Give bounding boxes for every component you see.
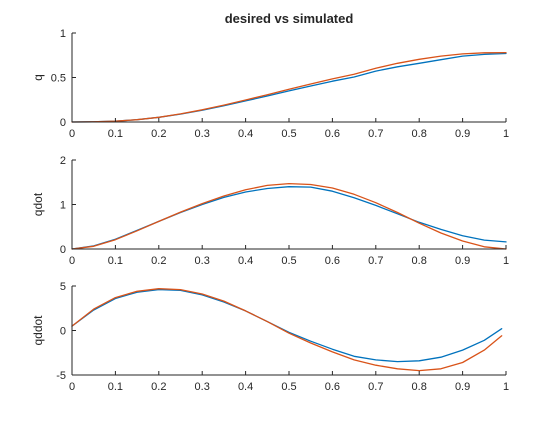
panel-2-x-tick-label: 0.3 bbox=[195, 255, 210, 267]
panel-1-x-tick-label: 0.2 bbox=[151, 128, 166, 140]
panel-2-x-tick-label: 0.9 bbox=[455, 255, 470, 267]
panel-3-series-2-line bbox=[71, 288, 503, 372]
panel-2-y-axis-label: qdot bbox=[31, 192, 45, 216]
panel-2-x-tick-label: 0.4 bbox=[238, 255, 253, 267]
panel-1-series-2-line bbox=[71, 51, 507, 123]
panel-3-x-tick-label: 0.4 bbox=[238, 381, 253, 393]
panel-2-y-tick-label: 2 bbox=[60, 155, 66, 167]
panel-2-y-tick-label: 0 bbox=[60, 244, 66, 256]
panel-2-series-1-line bbox=[71, 186, 507, 250]
panel-2-x-tick-label: 0.2 bbox=[151, 255, 166, 267]
panel-2-x-tick-label: 0.8 bbox=[412, 255, 427, 267]
panel-3-y-tick-label: 0 bbox=[60, 326, 66, 338]
panel-2-series-2-line bbox=[71, 182, 507, 250]
panel-2-x-tick-label: 0 bbox=[69, 255, 75, 267]
panel-1-x-tick-label: 0.3 bbox=[195, 128, 210, 140]
panel-2-x-tick-label: 0.1 bbox=[108, 255, 123, 267]
panel-3-y-axis-label: qddot bbox=[31, 315, 45, 346]
panel-1-y-tick-label: 1 bbox=[60, 28, 66, 40]
panel-1-series-1-line bbox=[71, 52, 507, 123]
panel-3-x-tick-label: 0.2 bbox=[151, 381, 166, 393]
panel-3-y-tick-label: 5 bbox=[60, 281, 66, 293]
panel-1-y-axis-label: q bbox=[31, 74, 45, 81]
panel-2-x-tick-label: 1 bbox=[503, 255, 509, 267]
panel-2-x-tick-label: 0.5 bbox=[281, 255, 296, 267]
panel-1-y-tick-label: 0 bbox=[60, 117, 66, 129]
panel-1-x-tick-label: 0.8 bbox=[412, 128, 427, 140]
panel-1-x-tick-label: 0.9 bbox=[455, 128, 470, 140]
panel-3-x-tick-label: 0.6 bbox=[325, 381, 340, 393]
panel-3-x-tick-label: 0.3 bbox=[195, 381, 210, 393]
panel-1-x-tick-label: 0.7 bbox=[368, 128, 383, 140]
panel-1-x-tick-label: 0.5 bbox=[281, 128, 296, 140]
panel-1-x-tick-label: 1 bbox=[503, 128, 509, 140]
panel-3-x-tick-label: 1 bbox=[503, 381, 509, 393]
panel-3-series-1-line bbox=[71, 288, 503, 363]
panel-2-y-tick-label: 1 bbox=[60, 200, 66, 212]
panel-1-x-tick-label: 0.6 bbox=[325, 128, 340, 140]
panel-1-x-tick-label: 0.4 bbox=[238, 128, 253, 140]
panel-3-x-tick-label: 0.9 bbox=[455, 381, 470, 393]
panel-1-y-tick-label: 0.5 bbox=[51, 73, 66, 85]
panel-3-x-tick-label: 0.5 bbox=[281, 381, 296, 393]
panel-1-x-tick-label: 0.1 bbox=[108, 128, 123, 140]
panel-2-x-tick-label: 0.7 bbox=[368, 255, 383, 267]
panel-3-x-tick-label: 0.1 bbox=[108, 381, 123, 393]
figure-title: desired vs simulated bbox=[225, 11, 354, 26]
panel-3-x-tick-label: 0.7 bbox=[368, 381, 383, 393]
panel-2-x-tick-label: 0.6 bbox=[325, 255, 340, 267]
panel-1-x-tick-label: 0 bbox=[69, 128, 75, 140]
panel-3-x-tick-label: 0.8 bbox=[412, 381, 427, 393]
panel-3-x-tick-label: 0 bbox=[69, 381, 75, 393]
panel-3-y-tick-label: -5 bbox=[56, 370, 66, 382]
